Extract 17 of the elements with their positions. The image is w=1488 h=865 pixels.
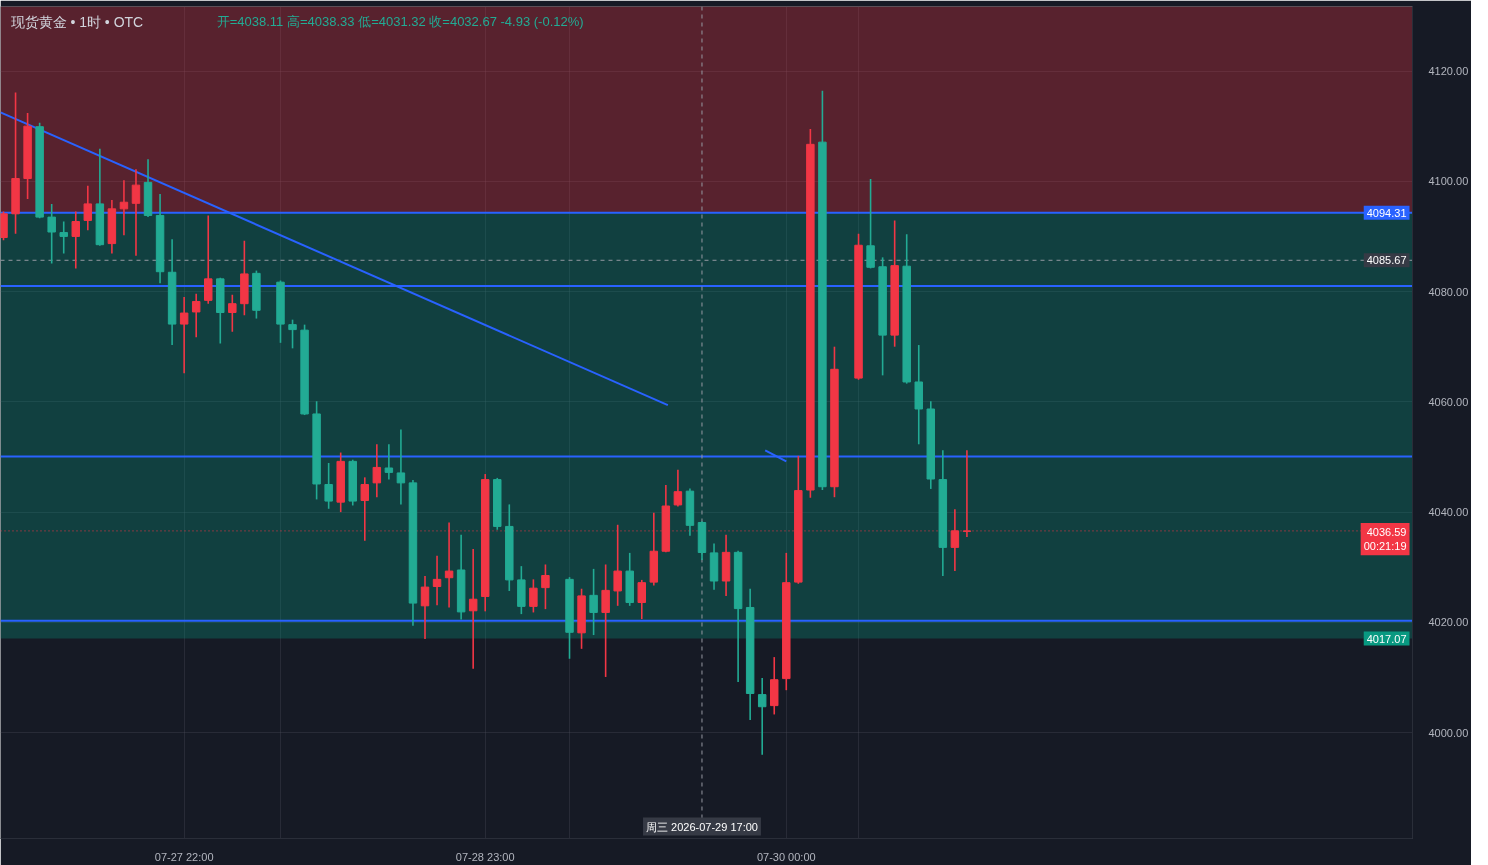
y-tick-label: 4060.00 bbox=[1428, 395, 1469, 408]
ref-line-label: 4085.67 bbox=[1366, 254, 1407, 267]
x-tick-label: 07-27 22:00 bbox=[154, 850, 214, 863]
ref-line-label: 4094.31 bbox=[1366, 206, 1407, 219]
y-tick-label: 4080.00 bbox=[1428, 285, 1469, 298]
y-tick-label: 4000.00 bbox=[1428, 726, 1469, 739]
band-label: 4017.07 bbox=[1366, 632, 1407, 645]
y-tick-label: 4020.00 bbox=[1428, 616, 1469, 629]
ref-line-label: 4036.59 00:21:19 bbox=[1363, 525, 1407, 553]
y-tick-label: 4040.00 bbox=[1428, 506, 1469, 519]
y-tick-label: 4120.00 bbox=[1428, 65, 1469, 78]
text: 现货黄金 • 1时 • OTC bbox=[10, 13, 144, 30]
x-tick-label: 07-28 23:00 bbox=[455, 850, 515, 863]
text: 开=4038.11 高=4038.33 低=4031.32 收=4032.67 -4.93 (-0.12%) bbox=[216, 14, 584, 29]
ref-line-label: 周三 2026-07-29 17:00 bbox=[646, 820, 758, 833]
y-tick-label: 4100.00 bbox=[1428, 175, 1469, 188]
x-tick-label: 07-30 00:00 bbox=[756, 850, 816, 863]
